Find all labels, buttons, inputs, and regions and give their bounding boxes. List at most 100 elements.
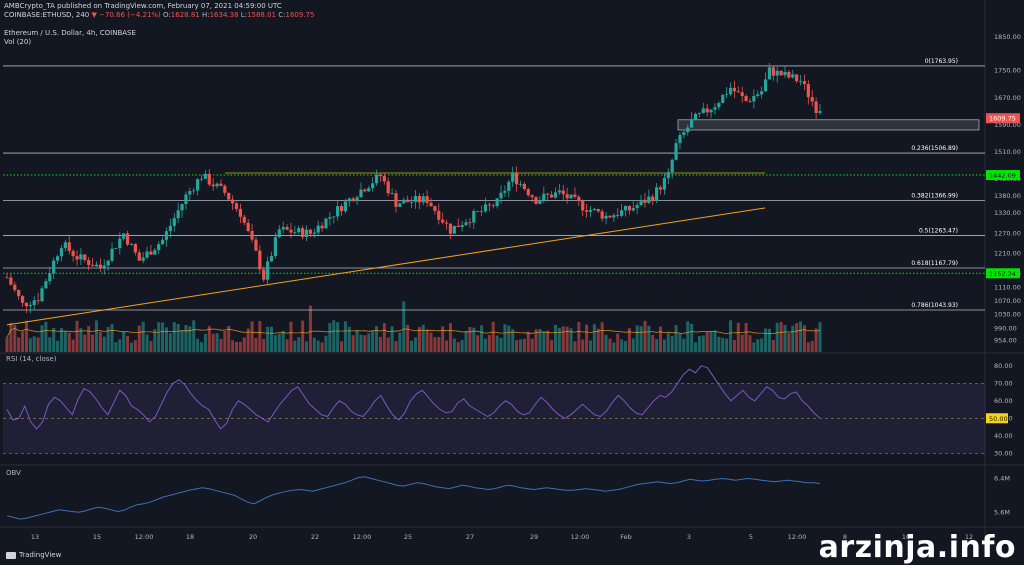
time-tick-label: Feb: [620, 533, 632, 541]
candle-body: [343, 201, 348, 212]
volume-bar: [316, 340, 320, 352]
rsi-badge-label: 50.00: [989, 415, 1008, 423]
candle-body: [670, 159, 674, 173]
candle-body: [787, 71, 791, 78]
candle-body: [281, 227, 285, 230]
candle-body: [542, 193, 546, 201]
volume-bar: [429, 332, 433, 352]
volume-bar: [701, 335, 705, 352]
volume-bar: [771, 340, 775, 352]
candle-body: [756, 94, 760, 96]
candle-body: [627, 205, 631, 211]
candle-body: [285, 227, 289, 230]
obv-line: [6, 476, 821, 520]
publish-info: AMBCrypto_TA published on TradingView.co…: [4, 2, 282, 10]
candle-body: [390, 193, 394, 195]
high-value: 1634.38: [209, 11, 239, 19]
volume-bar: [433, 337, 437, 352]
volume-bar: [297, 337, 301, 352]
volume-bar: [305, 341, 309, 352]
candle-body: [168, 225, 172, 232]
candle-body: [289, 229, 293, 233]
volume-bar: [285, 339, 289, 352]
ohlc-readout: COINBASE:ETHUSD, 240 ▼ −70.66 (−4.21%) O…: [4, 11, 314, 19]
candle-body: [472, 211, 476, 223]
candle-body: [382, 176, 386, 182]
volume-bar: [729, 320, 733, 352]
candle-body: [752, 95, 756, 102]
time-tick-label: 18: [186, 533, 194, 541]
volume-bar: [106, 326, 110, 352]
price-tick-label: 990.00: [994, 324, 1017, 332]
volume-bar: [336, 322, 340, 352]
time-tick-label: 8: [843, 533, 847, 541]
volume-ma-line: [6, 327, 821, 338]
volume-bar: [258, 320, 262, 352]
volume-bar: [203, 333, 207, 352]
candle-body: [211, 184, 215, 187]
volume-bar: [207, 325, 211, 352]
volume-bar: [273, 335, 277, 352]
symbol-label: COINBASE:ETHUSD, 240: [4, 11, 90, 19]
candle-body: [28, 305, 32, 307]
volume-bar: [63, 331, 67, 352]
volume-bar: [40, 325, 44, 352]
volume-bar: [425, 329, 429, 352]
candle-body: [771, 67, 775, 76]
volume-bar: [456, 342, 460, 352]
volume-bar: [118, 339, 122, 352]
candle-body: [760, 91, 764, 95]
volume-bar: [518, 339, 522, 352]
price-tick-label: 1850.00: [994, 33, 1021, 41]
candle-body: [269, 255, 274, 262]
volume-bar: [522, 338, 526, 352]
candle-body: [55, 256, 60, 261]
volume-bar: [176, 323, 180, 352]
candle-body: [297, 228, 301, 233]
volume-bar: [238, 341, 242, 352]
volume-bar: [799, 321, 803, 352]
volume-bar: [694, 342, 698, 352]
candle-body: [328, 217, 332, 219]
candle-body: [367, 188, 371, 192]
volume-bar: [802, 325, 806, 352]
candle-body: [262, 269, 266, 280]
chart-canvas[interactable]: 0(1763.95) 0.236(1506.89) 0.382(1366.99) 0.…: [0, 0, 1024, 548]
candle-body: [122, 233, 126, 239]
volume-bar: [133, 340, 137, 352]
time-tick-label: 25: [404, 533, 412, 541]
candle-body: [199, 178, 204, 180]
volume-bar: [604, 334, 608, 352]
candle-body: [643, 199, 647, 203]
volume-bar: [301, 320, 305, 352]
volume-bar: [378, 336, 382, 352]
candle-body: [250, 231, 254, 240]
candle-body: [674, 143, 678, 160]
volume-bar: [616, 333, 620, 352]
candle-body: [125, 233, 130, 245]
candle-body: [701, 108, 705, 113]
volume-bar: [445, 340, 449, 352]
candle-body: [67, 242, 71, 251]
candle-body: [308, 229, 313, 234]
candle-body: [600, 211, 604, 219]
candle-body: [425, 196, 429, 203]
volume-bar: [814, 328, 818, 352]
volume-bar: [59, 328, 63, 352]
rsi-line: [6, 365, 821, 430]
volume-bar: [79, 328, 83, 352]
tradingview-logo[interactable]: TradingView: [6, 551, 61, 559]
candle-body: [231, 199, 235, 204]
volume-bar: [17, 337, 21, 352]
volume-bar: [386, 337, 390, 352]
chart-title: Ethereum / U.S. Dollar, 4h, COINBASE: [4, 29, 136, 37]
volume-bar: [67, 332, 71, 352]
volume-bar: [666, 333, 670, 352]
candle-body: [709, 109, 713, 113]
volume-bar: [476, 335, 480, 352]
volume-bar: [161, 322, 165, 352]
volume-bar: [783, 324, 787, 352]
volume-bar: [153, 329, 157, 352]
volume-bar: [468, 327, 472, 352]
candle-body: [180, 204, 184, 211]
